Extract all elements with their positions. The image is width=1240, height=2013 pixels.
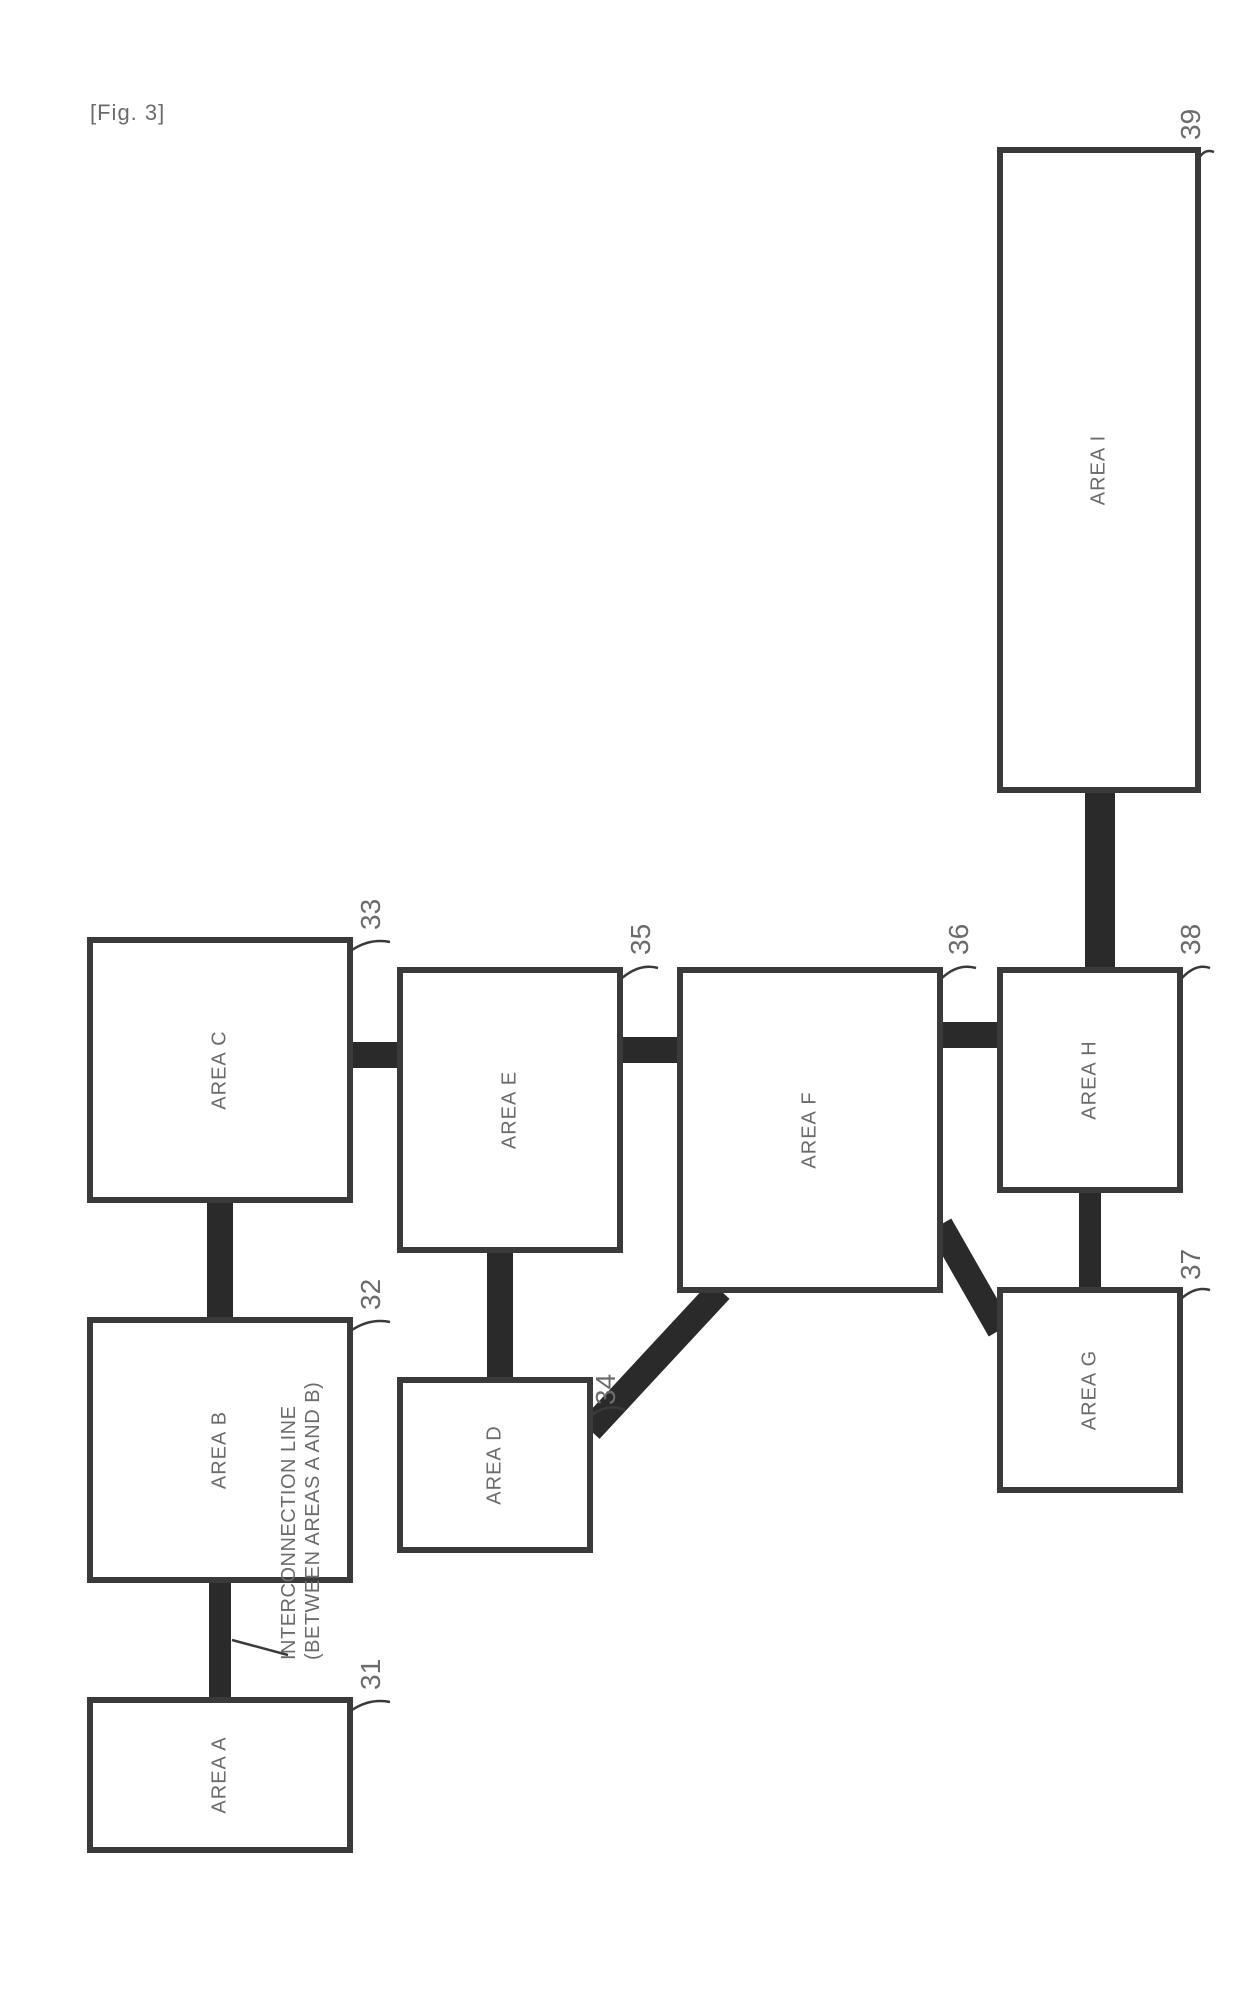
node-A: AREA A 31 [90,1659,390,1850]
annotation-text-line-0: INTERCONNECTION LINE [278,1406,300,1660]
node-label-E: AREA E [498,1071,520,1149]
ref-number-E: 35 [625,924,656,955]
node-label-G: AREA G [1078,1350,1100,1430]
node-F: AREA F 36 [680,924,976,1290]
node-G: AREA G 37 [1000,1249,1210,1490]
node-E: AREA E 35 [400,924,658,1250]
ref-leader-H [1182,967,1210,978]
node-label-I: AREA I [1087,435,1109,505]
ref-number-D: 34 [590,1374,621,1405]
node-label-F: AREA F [798,1091,820,1168]
ref-leader-G [1182,1289,1210,1298]
ref-leader-E [622,967,658,978]
node-label-C: AREA C [208,1030,230,1109]
ref-leader-F [942,967,976,978]
ref-number-I: 39 [1175,109,1206,140]
node-I: AREA I 39 [1000,109,1214,790]
node-D: AREA D 34 [400,1374,625,1550]
node-label-H: AREA H [1078,1040,1100,1119]
ref-leader-C [352,941,390,950]
ref-number-C: 33 [355,899,386,930]
edge-D-F [590,1290,720,1430]
node-label-B: AREA B [208,1411,230,1489]
ref-leader-A [352,1701,390,1710]
node-label-D: AREA D [483,1425,505,1504]
edge-F-G [940,1225,1000,1330]
ref-number-A: 31 [355,1659,386,1690]
nodes-group: AREA A 31 AREA B 32 AREA C 33 AREA D 34 AREA E 35… [90,109,1214,1850]
ref-number-H: 38 [1175,924,1206,955]
node-C: AREA C 33 [90,899,390,1200]
annotation-text-line-1: (BETWEEN AREAS A AND B) [302,1382,324,1660]
node-B: AREA B 32 [90,1279,390,1580]
ref-number-G: 37 [1175,1249,1206,1280]
block-diagram: AREA A 31 AREA B 32 AREA C 33 AREA D 34 AREA E 35… [0,0,1240,2013]
ref-number-B: 32 [355,1279,386,1310]
ref-leader-B [352,1321,390,1330]
node-label-A: AREA A [208,1736,230,1813]
ref-number-F: 36 [943,924,974,955]
